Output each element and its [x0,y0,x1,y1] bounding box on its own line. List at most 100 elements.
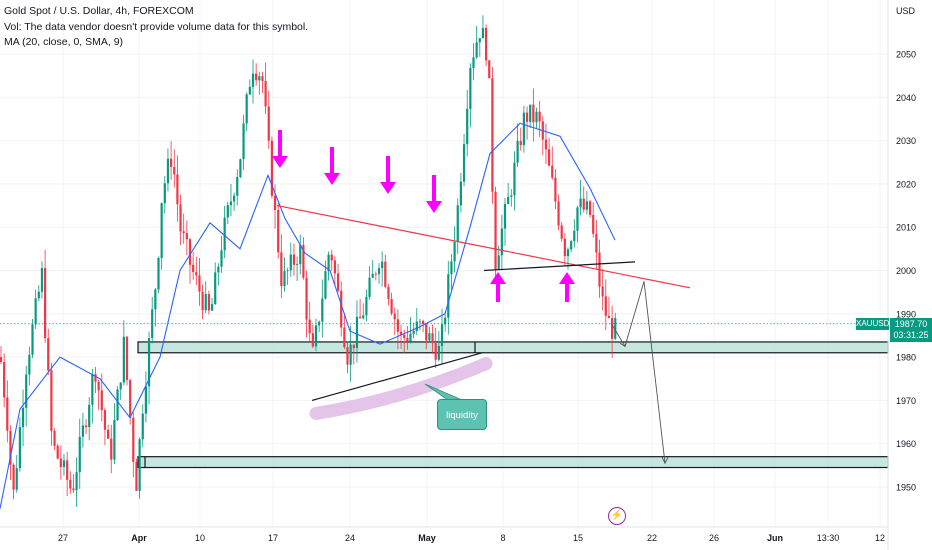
candle-body [255,73,258,81]
candle-body [59,458,62,468]
candle-body [229,201,233,206]
y-tick-label: 1990 [896,309,916,319]
candle-body [462,144,466,182]
candle-body [507,196,510,204]
candle-body [362,315,365,319]
candle-body [494,191,497,270]
candle-body [384,261,387,287]
up-arrow-icon [559,272,575,302]
candle-body [154,289,157,310]
candle-body [305,277,308,320]
candle-body [450,261,453,275]
candle-body [166,158,170,184]
candle-body [94,374,97,382]
candle-body [280,252,283,287]
ticker-badge: XAUUSD [856,317,890,330]
candle-body [84,425,88,427]
descending-resistance [276,204,691,289]
candle-body [431,333,434,344]
candle-body [0,357,3,362]
candle-body [377,268,381,275]
candle-body [459,181,462,206]
candle-body [261,76,264,81]
candle-body [437,346,440,360]
candle-body [336,273,340,291]
x-tick-label: 15 [573,533,583,543]
candle-body [381,261,384,269]
candle-body [579,198,582,208]
candle-body [488,60,491,79]
candle-body [28,354,31,375]
candle-body [147,338,151,387]
candle-body [21,407,25,428]
candle-body [604,296,607,316]
candle-body [50,370,53,431]
x-tick-label: Jun [767,533,783,543]
candle-body [122,336,125,383]
candle-body [352,344,355,349]
candle-body [97,381,100,391]
x-tick-label: 12 [875,533,885,543]
candle-body [91,374,94,405]
candle-body [188,239,192,265]
candle-body [503,203,507,229]
ascending-liquidity-line [311,352,483,401]
support-zone-upper [137,341,889,354]
candle-body [144,386,147,414]
candle-body [75,472,78,491]
candle-body [66,460,69,480]
candle-body [343,327,346,348]
candle-body [3,361,6,398]
x-tick-label: 26 [709,533,719,543]
liquidity-label: liquidity [437,399,487,430]
candle-body [302,244,305,278]
last-price-value: 1987.70 [894,318,928,329]
candle-body [195,272,198,276]
candle-body [217,266,220,273]
candle-body [176,174,179,205]
candle-body [119,382,122,390]
candle-body [588,201,592,216]
candle-body [466,108,469,145]
bar-countdown: 03:31:25 [893,329,929,340]
legend-symbol[interactable]: Gold Spot / U.S. Dollar, 4h, FOREXCOM [4,5,194,17]
candle-body [491,78,494,192]
down-arrow-icon [426,175,442,213]
candle-body [182,231,185,234]
candle-body [299,244,302,265]
bolt-icon[interactable]: ⚡ [608,507,626,525]
candle-body [223,217,226,251]
candle-body [497,255,500,270]
candle-body [103,410,107,430]
candle-body [311,333,314,347]
candle-body [207,294,210,311]
candle-body [519,140,522,146]
candle-body [273,195,277,210]
chart-legend: Gold Spot / U.S. Dollar, 4h, FOREXCOM Vo… [4,4,308,51]
candle-body [444,317,447,325]
y-tick-label: 1960 [896,439,916,449]
candle-body [179,204,182,232]
candle-body [135,461,138,491]
candle-body [173,166,176,175]
down-arrow-icon [272,130,288,168]
candle-body [582,198,585,210]
candle-body [72,488,75,491]
candle-body [529,104,532,122]
candle-body [201,291,204,311]
legend-ma[interactable]: MA (20, close, 0, SMA, 9) [4,36,124,48]
candle-body [204,294,207,311]
down-arrow-icon [380,156,396,194]
candle-body [40,268,44,292]
candle-body [592,215,595,234]
candle-body [573,230,576,242]
candle-body [251,73,255,87]
candle-body [393,313,396,320]
candle-body [44,268,47,339]
candle-body [157,257,160,290]
candle-body [428,333,431,341]
candle-body [292,254,296,265]
candle-body [371,273,374,278]
candle-body [346,347,349,365]
